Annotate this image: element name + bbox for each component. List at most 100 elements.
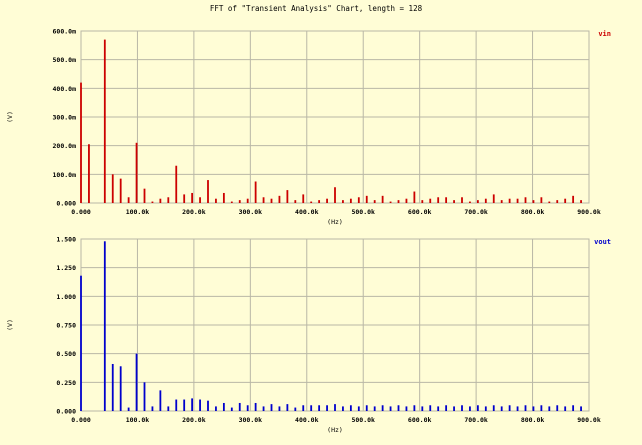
chart-2-bar — [326, 405, 328, 411]
chart-1-bar — [167, 197, 170, 203]
chart-1-bar — [326, 198, 328, 203]
chart-2-bar — [207, 400, 209, 411]
chart-1-bar — [222, 192, 225, 203]
chart-1-bar — [230, 201, 233, 203]
chart-2-x-tick-label: 400.0k — [295, 416, 319, 424]
chart-2-bar — [429, 405, 432, 411]
chart-2-bar — [461, 405, 463, 411]
chart-2-bar — [215, 406, 217, 411]
chart-1-bar — [461, 197, 463, 203]
chart-2-bar — [373, 406, 376, 411]
chart-2-bar — [103, 241, 106, 411]
chart-1-x-tick-label: 100.0k — [126, 208, 150, 216]
chart-1-bar — [349, 198, 352, 203]
chart-2-bar — [286, 404, 289, 411]
chart-2-legend-vout: vout — [594, 238, 611, 246]
chart-2-x-tick-label: 100.0k — [126, 416, 150, 424]
chart-1-bar — [508, 198, 511, 203]
chart-2-bar — [151, 406, 154, 411]
chart-1-bar — [453, 200, 455, 203]
chart-2-bar — [500, 406, 503, 411]
chart-1-bar — [127, 197, 130, 203]
chart-1-bar — [215, 198, 217, 203]
chart-2-bar — [532, 406, 535, 411]
chart-2-x-axis-label: (Hz) — [327, 426, 343, 434]
chart-1-x-tick-label: 900.0k — [577, 208, 601, 216]
chart-1-bar — [294, 200, 297, 203]
chart-2-bar — [143, 382, 146, 411]
chart-1-bar — [334, 187, 336, 203]
chart-2-y-tick-label: 1.500 — [56, 236, 76, 244]
chart-2-bar — [167, 406, 170, 411]
chart-1-bar — [540, 197, 543, 203]
chart-2-bar — [357, 406, 360, 411]
chart-2-bar — [349, 405, 352, 411]
chart-1-y-tick-label: 0.000 — [56, 200, 76, 208]
chart-title: FFT of "Transient Analysis" Chart, lengt… — [210, 4, 423, 13]
chart-1-x-tick-label: 200.0k — [182, 208, 206, 216]
chart-1-y-tick-label: 400.0m — [53, 85, 77, 93]
chart-1-y-tick-label: 500.0m — [53, 56, 77, 64]
chart-2-bar — [230, 407, 233, 411]
chart-1-y-axis-label: (V) — [6, 111, 14, 123]
chart-1-bar — [119, 178, 122, 203]
chart-2-bar — [199, 399, 201, 411]
chart-2-bar — [572, 405, 575, 411]
chart-1-bar — [405, 198, 408, 203]
chart-1-bar — [373, 200, 376, 203]
chart-1-bar — [175, 165, 178, 203]
chart-1-bar — [199, 197, 201, 203]
chart-2-x-tick-label: 900.0k — [577, 416, 601, 424]
chart-2-y-tick-label: 0.250 — [56, 379, 76, 387]
chart-2-bar — [342, 406, 344, 411]
chart-1-bar — [207, 180, 209, 203]
chart-2-bar — [302, 405, 305, 411]
chart-2-x-tick-label: 300.0k — [239, 416, 263, 424]
chart-1-bar — [500, 200, 503, 203]
chart-1-bar — [413, 191, 416, 203]
chart-1-bar — [103, 39, 106, 203]
chart-1-bar — [469, 201, 471, 203]
chart-2-bar — [135, 353, 138, 411]
chart-1-x-tick-label: 700.0k — [464, 208, 488, 216]
chart-2-bar — [310, 405, 313, 411]
chart-2-bar — [397, 405, 400, 411]
chart-2-x-tick-label: 800.0k — [521, 416, 545, 424]
chart-2-bar — [183, 399, 186, 411]
chart-1-bar — [151, 201, 154, 203]
chart-1-bar — [88, 144, 90, 203]
chart-2-bar — [580, 406, 582, 411]
chart-1-bar — [548, 201, 551, 203]
chart-1-bar — [445, 197, 448, 203]
chart-2-bar — [556, 405, 559, 411]
chart-2-bar — [484, 406, 487, 411]
chart-1-bar — [532, 200, 535, 203]
chart-2-bar — [191, 398, 194, 411]
chart-2-bar — [421, 406, 424, 411]
chart-2-bar — [254, 402, 257, 411]
chart-2-x-tick-label: 0.000 — [71, 416, 91, 424]
chart-1-bar — [191, 192, 194, 203]
chart-1-bar — [524, 197, 527, 203]
chart-1-bar — [357, 197, 360, 203]
chart-1-bar — [302, 194, 305, 203]
chart-2-bar — [294, 407, 297, 411]
chart-1-bar — [246, 198, 249, 203]
chart-2-y-tick-label: 0.750 — [56, 322, 76, 330]
chart-2-bar — [222, 402, 225, 411]
chart-2-bar — [238, 402, 241, 411]
chart-1-bar — [476, 200, 479, 203]
chart-2-x-tick-label: 500.0k — [351, 416, 375, 424]
chart-2-bar — [540, 405, 543, 411]
chart-2-bar — [381, 405, 384, 411]
chart-2-y-tick-label: 0.000 — [56, 408, 76, 416]
chart-1-bar — [421, 200, 424, 203]
chart-1-bar — [254, 181, 257, 203]
chart-1-bar — [135, 142, 138, 203]
chart-2-bar — [262, 406, 265, 411]
chart-2-bar — [119, 366, 122, 411]
chart-1-bar — [143, 188, 146, 203]
chart-1-bar — [365, 195, 368, 203]
